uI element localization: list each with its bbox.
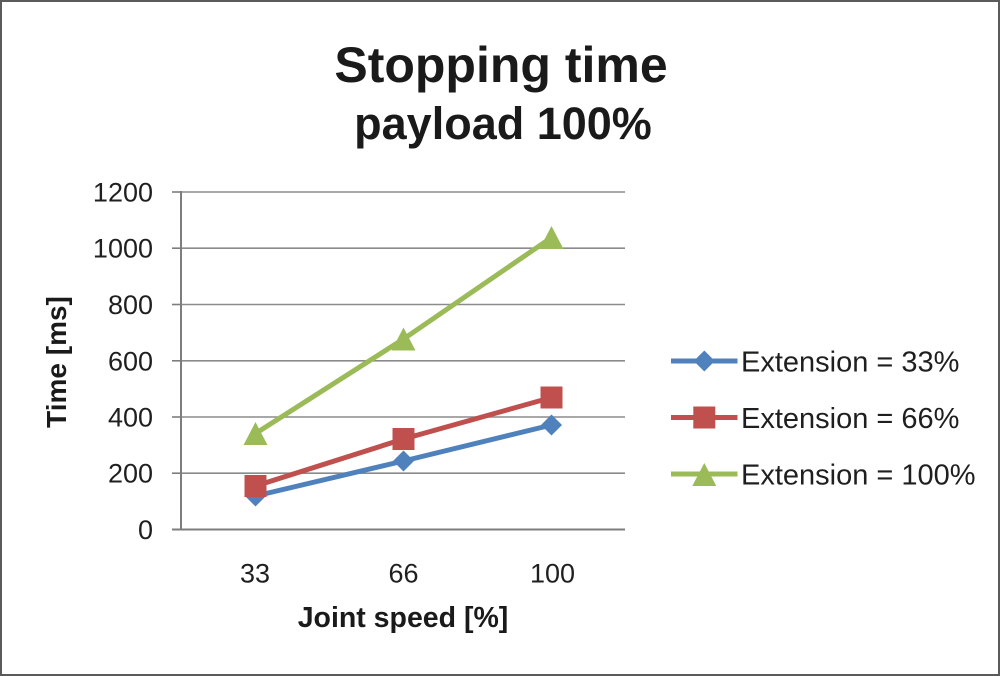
svg-text:400: 400 (108, 403, 153, 433)
svg-text:Extension = 100%: Extension = 100% (741, 460, 976, 492)
svg-text:600: 600 (108, 346, 153, 376)
svg-text:Extension = 33%: Extension = 33% (741, 347, 959, 379)
svg-text:1200: 1200 (93, 178, 153, 208)
svg-text:Stopping time: Stopping time (334, 37, 667, 93)
svg-text:800: 800 (108, 290, 153, 320)
svg-text:Time [ms]: Time [ms] (41, 296, 72, 428)
svg-text:1000: 1000 (93, 234, 153, 264)
svg-text:payload 100%: payload 100% (354, 98, 652, 149)
svg-text:33: 33 (240, 559, 270, 589)
svg-text:200: 200 (108, 459, 153, 489)
svg-text:Extension = 66%: Extension = 66% (741, 403, 959, 435)
svg-text:Joint speed [%]: Joint speed [%] (298, 602, 509, 634)
svg-text:0: 0 (138, 515, 153, 545)
svg-text:100: 100 (530, 559, 575, 589)
svg-text:66: 66 (388, 559, 418, 589)
